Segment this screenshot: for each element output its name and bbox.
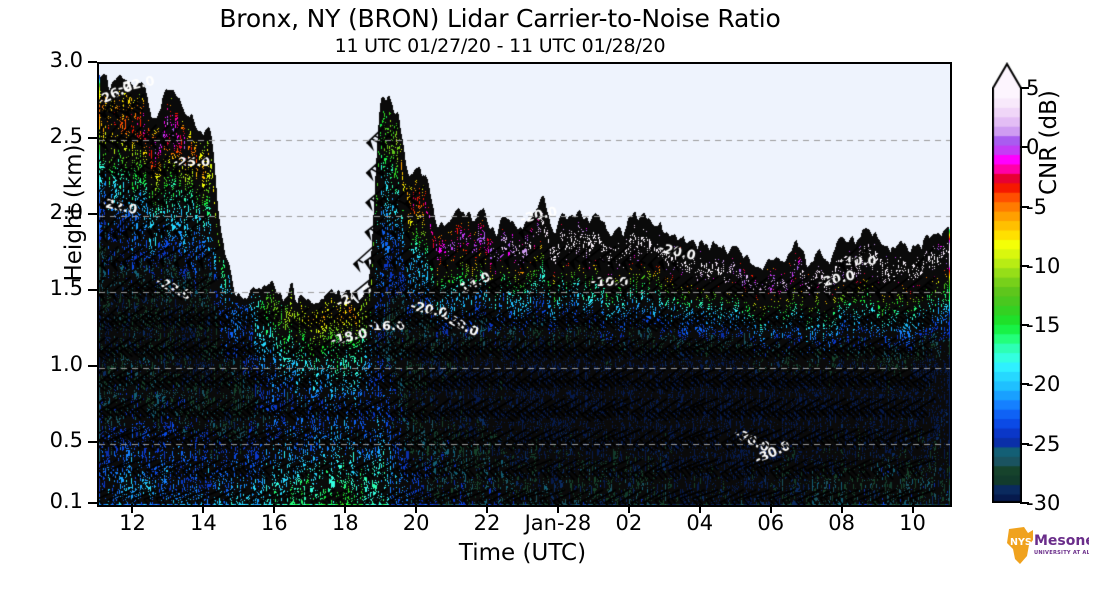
x-tick-mark: [627, 504, 630, 513]
page-title: Bronx, NY (BRON) Lidar Carrier-to-Noise …: [219, 4, 781, 33]
colorbar-tick-label: -25: [1026, 431, 1061, 456]
x-tick-mark: [911, 504, 914, 513]
page-subtitle: 11 UTC 01/27/20 - 11 UTC 01/28/20: [334, 35, 666, 57]
colorbar-tick-label: 5: [1026, 76, 1040, 100]
x-tick-mark: [486, 504, 489, 513]
logo-university-text: UNIVERSITY AT ALBANY: [1034, 550, 1089, 556]
colorbar-tick-label: -20: [1026, 372, 1061, 397]
colorbar-tick-mark: [1020, 264, 1029, 267]
logo-nys-text: NYS: [1010, 537, 1032, 548]
colorbar-tick-label: -10: [1026, 253, 1061, 278]
new-york-state-icon: [1007, 527, 1033, 564]
colorbar-canvas: [992, 62, 1022, 503]
colorbar-tick-mark: [1020, 146, 1029, 149]
x-axis-label: Time (UTC): [458, 540, 587, 566]
y-tick-mark: [88, 289, 97, 292]
y-tick-label: 2.5: [49, 124, 83, 149]
y-tick-mark: [88, 61, 97, 63]
x-tick-mark: [273, 504, 276, 513]
logo-svg: NYS Mesonet UNIVERSITY AT ALBANY: [1007, 527, 1093, 564]
y-tick-label: 0.1: [49, 489, 83, 513]
x-tick-mark: [131, 504, 134, 513]
x-tick-label: 20: [402, 511, 430, 535]
x-tick-mark: [840, 504, 843, 513]
y-tick-label: 1.5: [49, 276, 83, 301]
y-tick-label: 2.0: [49, 200, 83, 225]
plot-area: [97, 62, 952, 507]
x-tick-label: 02: [615, 511, 643, 535]
x-tick-label: 04: [686, 511, 714, 535]
colorbar-tick-label: 0: [1026, 135, 1040, 160]
y-tick-label: 3.0: [49, 48, 83, 72]
x-tick-label: 16: [260, 511, 288, 535]
colorbar-tick-label: -30: [1026, 491, 1061, 515]
colorbar-tick-mark: [1020, 383, 1029, 386]
x-tick-label: Jan-28: [524, 511, 592, 535]
colorbar-tick-label: -5: [1026, 194, 1047, 219]
x-tick-mark: [698, 504, 701, 513]
y-tick-mark: [88, 441, 97, 444]
x-tick-mark: [202, 504, 205, 513]
x-tick-label: 08: [828, 511, 855, 535]
y-tick-mark: [88, 213, 97, 216]
colorbar-tick-mark: [1020, 87, 1029, 89]
x-tick-mark: [344, 504, 347, 513]
colorbar-tick-mark: [1020, 205, 1029, 208]
x-tick-mark: [415, 504, 418, 513]
x-tick-label: 10: [899, 511, 926, 535]
nys-mesonet-logo: NYS Mesonet UNIVERSITY AT ALBANY: [1003, 523, 1093, 569]
y-tick-label: 0.5: [49, 428, 83, 453]
y-tick-label: 1.0: [49, 352, 83, 377]
x-tick-label: 14: [190, 511, 217, 535]
logo-mesonet-text: Mesonet: [1034, 533, 1089, 549]
x-tick-label: 18: [331, 511, 359, 535]
colorbar-tick-label: -15: [1026, 313, 1061, 338]
y-tick-mark: [88, 502, 97, 504]
colorbar-title: CNR (dB): [1036, 90, 1062, 195]
colorbar-tick-mark: [1020, 442, 1029, 445]
x-tick-label: 12: [119, 511, 146, 535]
y-tick-mark: [88, 137, 97, 140]
colorbar-tick-mark: [1020, 324, 1029, 327]
x-tick-mark: [556, 504, 559, 513]
x-tick-label: 22: [473, 511, 501, 535]
colorbar-tick-mark: [1020, 502, 1029, 504]
y-tick-mark: [88, 365, 97, 368]
cnr-heatmap-canvas: [99, 64, 950, 505]
x-tick-mark: [769, 504, 772, 513]
colorbar: [992, 62, 1022, 503]
x-tick-label: 06: [757, 511, 785, 535]
